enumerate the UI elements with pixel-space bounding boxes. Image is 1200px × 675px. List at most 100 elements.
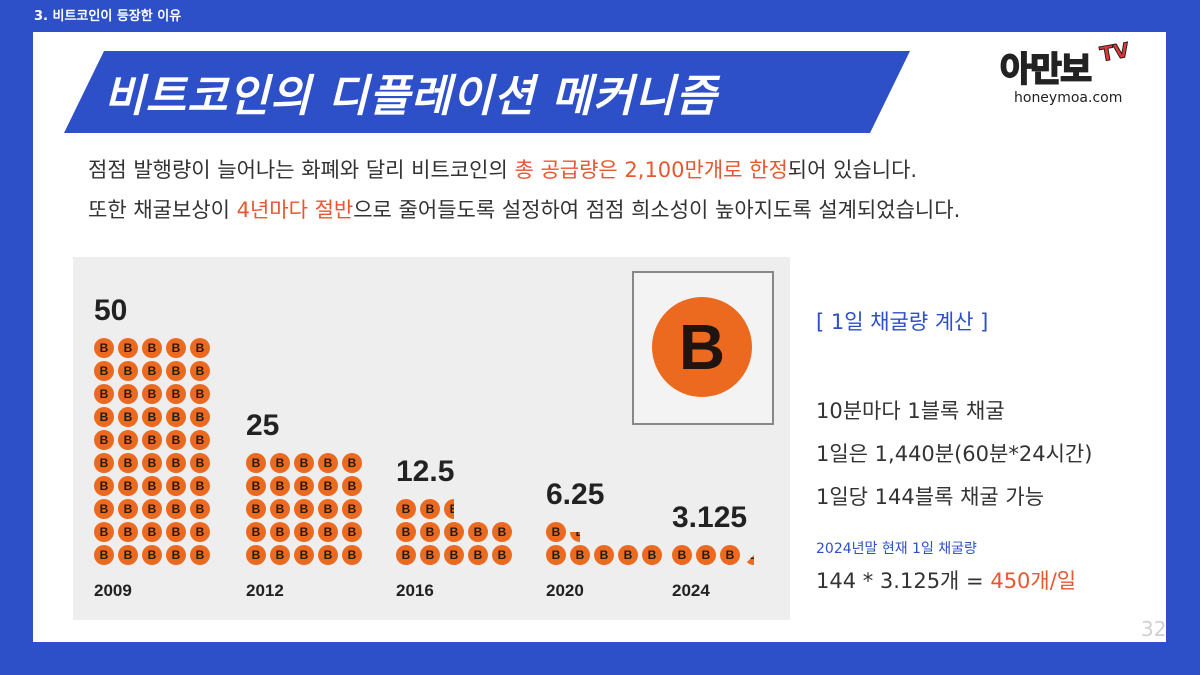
coin-slot bbox=[768, 545, 788, 565]
x-tick-label: 2009 bbox=[94, 581, 132, 600]
coin-icon: B bbox=[118, 430, 138, 450]
coin-icon: B bbox=[166, 499, 186, 519]
coin-icon: B bbox=[246, 453, 266, 473]
coin-icon: B bbox=[294, 476, 314, 496]
desc2-highlight: 4년마다 절반 bbox=[236, 198, 354, 222]
coin-icon: B bbox=[118, 476, 138, 496]
coin-icon: B bbox=[246, 499, 266, 519]
coin-icon: B bbox=[246, 545, 266, 565]
coin-icon: B bbox=[142, 384, 162, 404]
coin-icon: B bbox=[94, 430, 114, 450]
coin-icon: B bbox=[118, 361, 138, 381]
bitcoin-icon: B bbox=[652, 297, 752, 397]
coin-icon: B bbox=[118, 545, 138, 565]
coin-icon: B bbox=[420, 499, 440, 519]
logo-main-text: 아만보 bbox=[999, 49, 1093, 91]
coin-icon: B bbox=[118, 407, 138, 427]
coin-icon: B bbox=[342, 476, 362, 496]
coin-icon: B bbox=[570, 532, 580, 542]
calc-result-value: 450개/일 bbox=[990, 569, 1077, 593]
coin-icon: B bbox=[546, 545, 566, 565]
calc-line-2: 1일은 1,440분(60분*24시간) bbox=[816, 442, 1093, 466]
coin-icon: B bbox=[318, 453, 338, 473]
coin-icon: B bbox=[570, 545, 590, 565]
coin-icon: B bbox=[618, 545, 638, 565]
coin-icon: B bbox=[94, 338, 114, 358]
coin-icon: B bbox=[270, 453, 290, 473]
coin-icon: B bbox=[270, 476, 290, 496]
coin-icon: B bbox=[294, 545, 314, 565]
coin-icon: B bbox=[142, 453, 162, 473]
coin-icon: B bbox=[342, 545, 362, 565]
coin-icon: B bbox=[294, 499, 314, 519]
coin-icon: B bbox=[270, 545, 290, 565]
coin-icon: B bbox=[270, 522, 290, 542]
coin-icon: B bbox=[190, 361, 210, 381]
coin-icon: B bbox=[166, 453, 186, 473]
section-label: 3. 비트코인이 등장한 이유 bbox=[34, 9, 182, 24]
coin-icon: B bbox=[468, 522, 488, 542]
coin-icon: B bbox=[444, 522, 464, 542]
page-number: 32 bbox=[1141, 617, 1167, 641]
logo-url: honeymoa.com bbox=[1014, 90, 1123, 106]
coin-icon: B bbox=[118, 453, 138, 473]
x-tick-label: 2016 bbox=[396, 581, 434, 600]
calc-subtitle: 2024년말 현재 1일 채굴량 bbox=[816, 541, 977, 557]
coin-icon: B bbox=[118, 338, 138, 358]
coin-icon: B bbox=[142, 522, 162, 542]
coin-icon: B bbox=[94, 499, 114, 519]
coin-icon: B bbox=[318, 522, 338, 542]
coin-icon: B bbox=[294, 522, 314, 542]
coin-icon: B bbox=[318, 499, 338, 519]
coin-icon: B bbox=[246, 522, 266, 542]
coin-icon: B bbox=[190, 499, 210, 519]
coin-icon: B bbox=[396, 499, 416, 519]
calc-result: 144 * 3.125개 = 450개/일 bbox=[816, 565, 1076, 595]
coin-icon: B bbox=[642, 545, 662, 565]
desc1-text: 점점 발행량이 늘어나는 화폐와 달리 비트코인의 bbox=[88, 158, 515, 182]
coin-icon: B bbox=[444, 499, 454, 519]
x-tick-label: 2024 bbox=[672, 581, 710, 600]
description-line-1: 점점 발행량이 늘어나는 화폐와 달리 비트코인의 총 공급량은 2,100만개… bbox=[88, 154, 917, 184]
bar-value-label: 6.25 bbox=[546, 478, 605, 511]
coin-icon: B bbox=[142, 407, 162, 427]
coin-icon: B bbox=[270, 499, 290, 519]
coin-icon: B bbox=[492, 545, 512, 565]
coin-icon: B bbox=[94, 453, 114, 473]
coin-icon: B bbox=[318, 545, 338, 565]
coin-icon: B bbox=[594, 545, 614, 565]
coin-slot bbox=[594, 522, 614, 542]
bar-value-label: 25 bbox=[246, 409, 280, 442]
desc1-text-end: 되어 있습니다. bbox=[787, 158, 918, 182]
coin-icon: B bbox=[318, 476, 338, 496]
x-tick-label: 2012 bbox=[246, 581, 284, 600]
coin-icon: B bbox=[118, 384, 138, 404]
slide-title: 비트코인의 디플레이션 메커니즘 bbox=[104, 71, 718, 122]
coin-icon: B bbox=[744, 555, 754, 565]
coin-icon: B bbox=[94, 545, 114, 565]
calc-line-3: 1일당 144블록 채굴 가능 bbox=[816, 485, 1045, 509]
coin-icon: B bbox=[396, 545, 416, 565]
coin-icon: B bbox=[190, 453, 210, 473]
coin-icon: B bbox=[190, 522, 210, 542]
coin-slot bbox=[642, 522, 662, 542]
coin-icon: B bbox=[190, 338, 210, 358]
calc-result-prefix: 144 * 3.125개 = bbox=[816, 569, 991, 593]
bar-value-label: 12.5 bbox=[396, 455, 455, 488]
bar-value-label: 50 bbox=[94, 294, 128, 327]
desc1-highlight: 총 공급량은 2,100만개로 한정 bbox=[514, 158, 788, 182]
coin-icon: B bbox=[166, 407, 186, 427]
coin-slot bbox=[492, 499, 512, 519]
coin-icon: B bbox=[190, 407, 210, 427]
coin-icon: B bbox=[672, 545, 692, 565]
description-line-2: 또한 채굴보상이 4년마다 절반으로 줄어들도록 설정하여 점점 희소성이 높아… bbox=[88, 194, 960, 224]
coin-icon: B bbox=[142, 499, 162, 519]
coin-icon: B bbox=[190, 430, 210, 450]
coin-icon: B bbox=[342, 522, 362, 542]
coin-icon: B bbox=[546, 522, 566, 542]
